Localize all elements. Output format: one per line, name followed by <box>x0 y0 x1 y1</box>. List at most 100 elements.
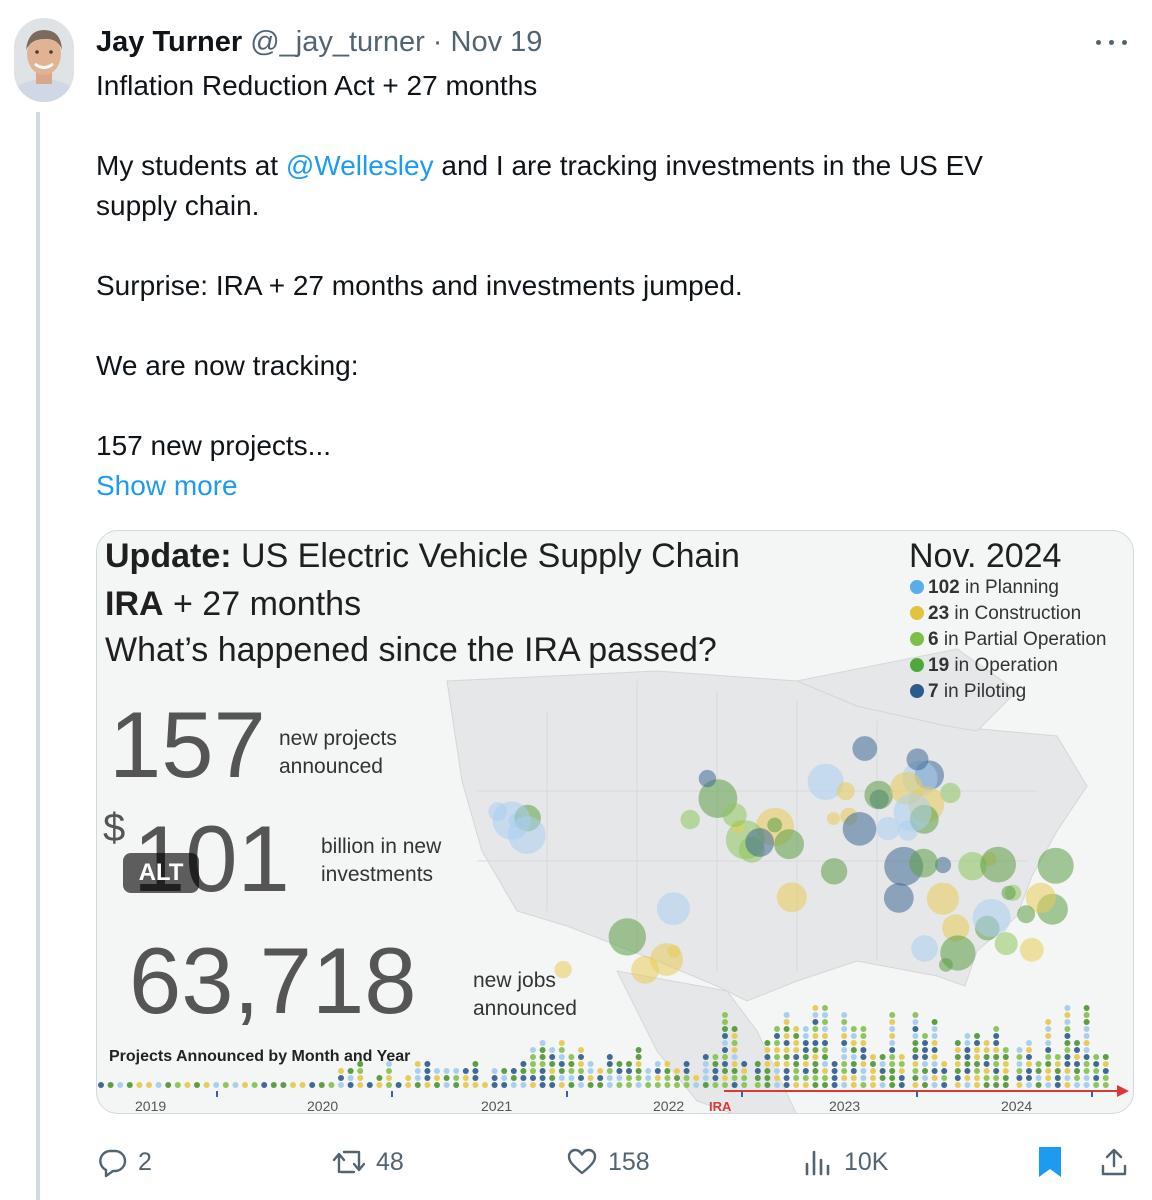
author-name[interactable]: Jay Turner <box>96 26 243 58</box>
timeline-dot <box>1102 1061 1109 1067</box>
year-label: 2023 <box>829 1098 860 1114</box>
timeline-dot <box>702 1068 709 1074</box>
timeline-dot <box>860 1082 867 1088</box>
timeline-dot <box>530 1075 536 1081</box>
timeline-dot <box>774 1068 780 1074</box>
legend-swatch <box>910 632 924 646</box>
timeline-dot <box>793 1047 800 1053</box>
tweet-text-line-2: My students at @Wellesley and I are trac… <box>96 146 983 186</box>
share-button[interactable] <box>1098 1140 1140 1184</box>
timeline-dot <box>731 1075 738 1081</box>
timeline-dot <box>889 1026 896 1032</box>
timeline-dot <box>405 1075 412 1081</box>
timeline-dot <box>1016 1082 1023 1088</box>
views-button[interactable]: 10K <box>802 1140 888 1184</box>
timeline-dot <box>1074 1061 1080 1067</box>
author-handle[interactable]: @_jay_turner <box>250 26 425 58</box>
timeline-dot <box>802 1075 809 1081</box>
timeline-dot <box>1093 1054 1100 1060</box>
timeline-dot <box>941 1082 948 1088</box>
timeline-dot <box>376 1082 383 1088</box>
year-label: 2021 <box>481 1098 512 1114</box>
timeline-dot <box>587 1075 594 1081</box>
timeline-dot <box>693 1075 700 1081</box>
mention-link[interactable]: @Wellesley <box>285 150 434 181</box>
tweet-date[interactable]: Nov 19 <box>450 26 543 58</box>
repost-button[interactable]: 48 <box>332 1140 404 1184</box>
timeline-dot <box>1035 1082 1042 1088</box>
timeline-dot <box>712 1082 719 1088</box>
timeline-dot <box>898 1068 905 1074</box>
timeline-dot <box>954 1054 961 1060</box>
timeline-dot <box>1026 1068 1032 1074</box>
timeline-dot <box>722 1012 728 1018</box>
timeline-dot <box>1093 1068 1100 1074</box>
timeline-dot <box>1002 1082 1009 1088</box>
map-project-bubble <box>940 935 976 971</box>
timeline-dot <box>539 1054 546 1060</box>
timeline-dot <box>424 1075 431 1081</box>
timeline-dot <box>587 1082 594 1088</box>
timeline-dot <box>860 1075 867 1081</box>
timeline-dot <box>889 1040 896 1046</box>
timeline-dot <box>520 1068 527 1074</box>
timeline-dot <box>812 1054 819 1060</box>
timeline-dot <box>983 1054 990 1060</box>
timeline-dot <box>774 1040 780 1046</box>
timeline-dot <box>453 1082 460 1088</box>
timeline-dot <box>860 1068 867 1074</box>
timeline-dot <box>510 1075 517 1081</box>
timeline-dot <box>754 1075 761 1081</box>
timeline-dot <box>783 1012 790 1018</box>
timeline-dot <box>558 1061 565 1067</box>
reply-button[interactable]: 2 <box>96 1140 152 1184</box>
map-project-bubble <box>554 960 572 979</box>
timeline-dot <box>974 1068 980 1074</box>
timeline-dot <box>822 1040 828 1046</box>
alt-badge[interactable]: ALT <box>123 853 199 893</box>
timeline-dot <box>812 1005 819 1011</box>
like-button[interactable]: 158 <box>566 1140 650 1184</box>
map-project-bubble <box>926 882 960 915</box>
legend-swatch <box>910 606 924 620</box>
timeline-dot <box>922 1082 928 1088</box>
author-avatar[interactable] <box>14 18 74 102</box>
timeline-dot <box>347 1082 354 1088</box>
map-project-bubble <box>508 816 546 854</box>
map-project-bubble <box>1017 905 1036 924</box>
timeline-dot <box>1083 1054 1090 1060</box>
timeline-dot <box>731 1033 738 1039</box>
bookmark-button[interactable] <box>1036 1140 1074 1184</box>
more-options-icon[interactable] <box>1094 28 1130 56</box>
timeline-dot <box>822 1082 828 1088</box>
timeline-dot <box>645 1075 652 1081</box>
show-more-link[interactable]: Show more <box>96 470 238 501</box>
timeline-dot <box>674 1068 680 1074</box>
timeline-dot <box>741 1061 748 1067</box>
timeline-dot <box>606 1068 613 1074</box>
timeline-dot <box>793 1061 800 1067</box>
timeline-dot <box>462 1068 469 1074</box>
year-label: 2020 <box>307 1098 338 1114</box>
timeline-dot <box>802 1047 809 1053</box>
timeline-dot <box>683 1082 690 1088</box>
map-project-bubble <box>1025 882 1056 913</box>
timeline-dot <box>841 1019 848 1025</box>
map-project-bubble <box>911 935 938 962</box>
text-segment: My students at <box>96 150 286 181</box>
timeline-dot <box>912 1026 919 1032</box>
timeline-dot <box>702 1054 709 1060</box>
timeline-dot <box>983 1075 990 1081</box>
timeline-dot <box>764 1075 771 1081</box>
timeline-dot <box>1002 1061 1009 1067</box>
map-project-bubble <box>883 883 914 913</box>
timeline-dot <box>974 1040 980 1046</box>
timeline-dot <box>568 1075 575 1081</box>
repost-icon <box>332 1150 366 1174</box>
timeline-dot <box>822 1012 828 1018</box>
timeline-dot <box>549 1061 556 1067</box>
timeline-dot <box>443 1068 450 1074</box>
map-project-bubble <box>864 780 893 810</box>
tweet-media-image[interactable]: Update: US Electric Vehicle Supply Chain… <box>96 530 1134 1114</box>
timeline-dot <box>1016 1047 1023 1053</box>
